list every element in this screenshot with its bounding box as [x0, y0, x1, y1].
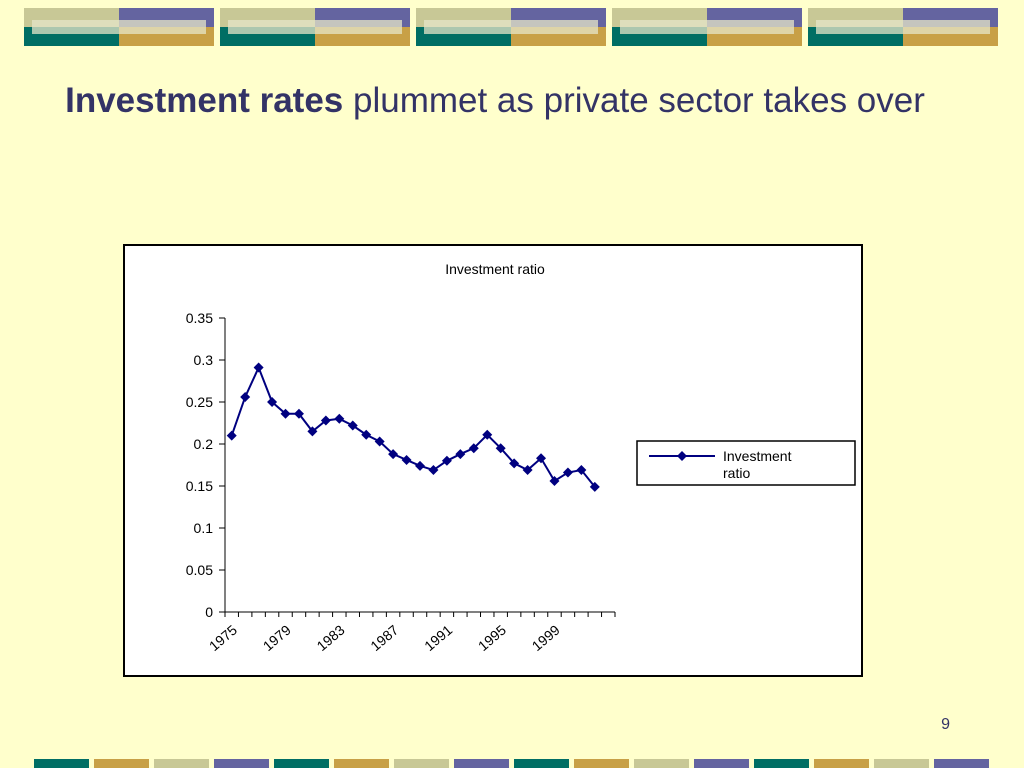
strip-segment [274, 759, 329, 768]
series-line [230, 364, 596, 488]
x-tick-label: 1991 [421, 622, 455, 654]
data-point-marker [401, 454, 412, 465]
x-tick-label: 1987 [367, 622, 401, 654]
strip-segment [454, 759, 509, 768]
chart-container: Investment ratio 0 0.05 0.1 0.15 0.2 0.25 0.3 0… [123, 244, 863, 677]
data-point-marker [428, 465, 439, 476]
data-point-marker [468, 443, 479, 454]
data-point-marker [280, 408, 291, 419]
strip-segment [334, 759, 389, 768]
strip-segment [394, 759, 449, 768]
y-tick-label: 0.2 [194, 436, 214, 452]
banner-block [808, 8, 998, 46]
y-tick-label: 0.3 [194, 352, 214, 368]
strip-segment [94, 759, 149, 768]
data-point-marker [589, 481, 600, 492]
banner-block [612, 8, 802, 46]
data-point-marker [347, 420, 358, 431]
y-tick-label: 0.1 [194, 520, 214, 536]
x-tick-label: 1995 [475, 622, 509, 654]
strip-segment [634, 759, 689, 768]
top-decorative-banner [24, 8, 1000, 48]
data-point-marker [307, 426, 318, 437]
data-point-marker [388, 449, 399, 460]
y-tick-label: 0.25 [186, 394, 213, 410]
x-tick-label: 1983 [314, 622, 348, 654]
data-point-marker [495, 443, 506, 454]
banner-segment [32, 20, 206, 34]
legend-box [636, 440, 856, 486]
data-point-marker [226, 430, 237, 441]
page-number: 9 [941, 716, 950, 733]
data-point-marker [320, 415, 331, 426]
slide-title-rest: plummet as private sector takes over [343, 81, 925, 120]
slide-title: Investment rates plummet as private sect… [60, 78, 930, 124]
data-point-marker [576, 465, 587, 476]
banner-segment [620, 20, 794, 34]
data-point-marker [334, 413, 345, 424]
banner-segment [816, 20, 990, 34]
strip-segment [34, 759, 89, 768]
legend-marker [677, 451, 687, 461]
banner-block [416, 8, 606, 46]
data-point-marker [293, 408, 304, 419]
y-tick-label: 0.15 [186, 478, 213, 494]
data-point-marker [509, 458, 520, 469]
data-point-marker [253, 362, 264, 373]
banner-segment [228, 20, 402, 34]
strip-segment [214, 759, 269, 768]
x-tick-label: 1979 [260, 622, 294, 654]
strip-segment [694, 759, 749, 768]
data-point-marker [361, 429, 372, 440]
banner-block [220, 8, 410, 46]
data-point-marker [562, 467, 573, 478]
bottom-decorative-strip [34, 759, 990, 768]
data-point-marker [522, 465, 533, 476]
data-point-marker [374, 436, 385, 447]
legend-label-line2: ratio [723, 465, 750, 481]
data-point-marker [482, 429, 493, 440]
strip-segment [154, 759, 209, 768]
x-tick-label: 1975 [206, 622, 240, 654]
strip-segment [514, 759, 569, 768]
strip-segment [754, 759, 809, 768]
chart-series [226, 362, 600, 492]
x-tick-label: 1999 [529, 622, 563, 654]
data-point-marker [240, 391, 251, 402]
investment-ratio-chart: Investment ratio 0 0.05 0.1 0.15 0.2 0.25 0.3 0… [186, 261, 856, 654]
data-point-marker [415, 460, 425, 471]
legend-label-line1: Investment [723, 448, 792, 464]
y-tick-label: 0.05 [186, 562, 213, 578]
y-tick-label: 0.35 [186, 310, 213, 326]
strip-segment [574, 759, 629, 768]
data-point-marker [536, 453, 547, 464]
data-point-marker [441, 455, 452, 466]
strip-segment [814, 759, 869, 768]
strip-segment [934, 759, 989, 768]
strip-segment [874, 759, 929, 768]
data-point-marker [267, 397, 278, 407]
y-tick-label: 0 [205, 604, 213, 620]
data-point-marker [455, 449, 466, 460]
banner-block [24, 8, 214, 46]
slide-title-bold: Investment rates [65, 81, 344, 120]
data-point-marker [549, 475, 560, 486]
chart-title: Investment ratio [445, 261, 545, 277]
banner-segment [424, 20, 598, 34]
